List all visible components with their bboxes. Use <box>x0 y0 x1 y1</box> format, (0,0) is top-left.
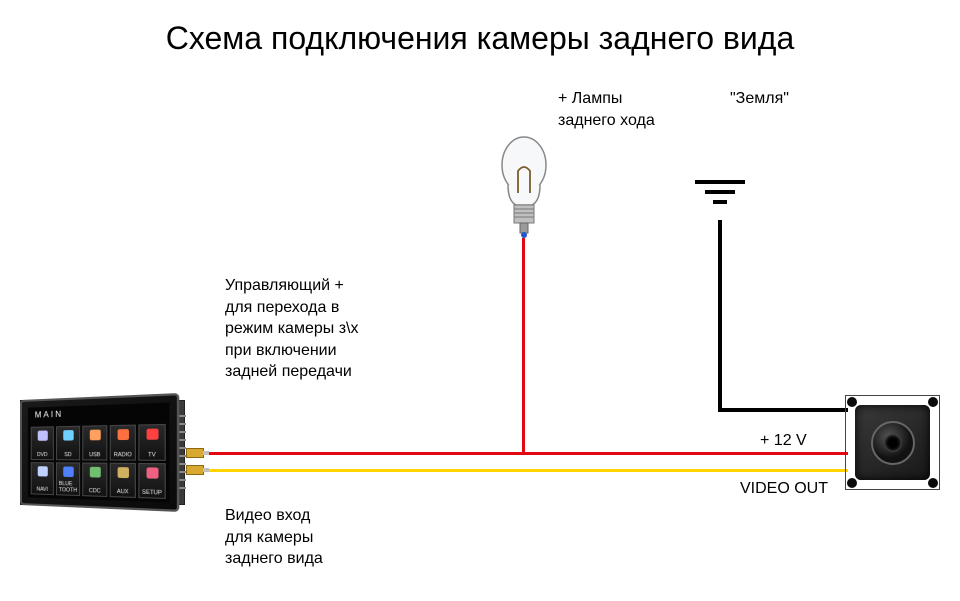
rear-camera <box>845 395 940 490</box>
tile-dvd: DVD <box>31 426 54 459</box>
tile-tv: TV <box>138 424 165 460</box>
wire-ground-vertical <box>718 220 722 408</box>
wire-red-12v <box>192 452 848 455</box>
label-12v: + 12 V <box>760 430 807 452</box>
label-video-out: VIDEO OUT <box>740 478 828 500</box>
label-ground: "Земля" <box>730 88 789 110</box>
tile-setup: SETUP <box>138 462 165 499</box>
reverse-lamp-icon <box>498 135 550 245</box>
tile-navi: NAVI <box>31 462 54 496</box>
label-lamp: + Лампызаднего хода <box>558 88 655 131</box>
rca-yellow-connector <box>186 465 204 475</box>
tile-cdc: CDC <box>82 462 107 497</box>
head-unit: MAIN DVD SD USB RADIO TV NAVI BLUETOOTH … <box>20 400 185 505</box>
headunit-main-label: MAIN <box>31 406 166 425</box>
tile-aux: AUX <box>110 462 136 498</box>
tile-sd: SD <box>56 426 80 460</box>
wire-red-bulb-vertical <box>522 238 525 455</box>
diagram-title: Схема подключения камеры заднего вида <box>0 20 960 57</box>
label-video-in: Видео входдля камерызаднего вида <box>225 505 323 570</box>
ground-symbol <box>695 180 745 220</box>
label-control: Управляющий +для перехода врежим камеры … <box>225 275 358 383</box>
tile-bt: BLUETOOTH <box>56 462 80 496</box>
wire-yellow-video <box>192 469 848 472</box>
rca-red-connector <box>186 448 204 458</box>
tile-radio: RADIO <box>110 425 136 461</box>
wire-ground-horizontal <box>718 408 848 412</box>
tile-usb: USB <box>82 425 107 460</box>
